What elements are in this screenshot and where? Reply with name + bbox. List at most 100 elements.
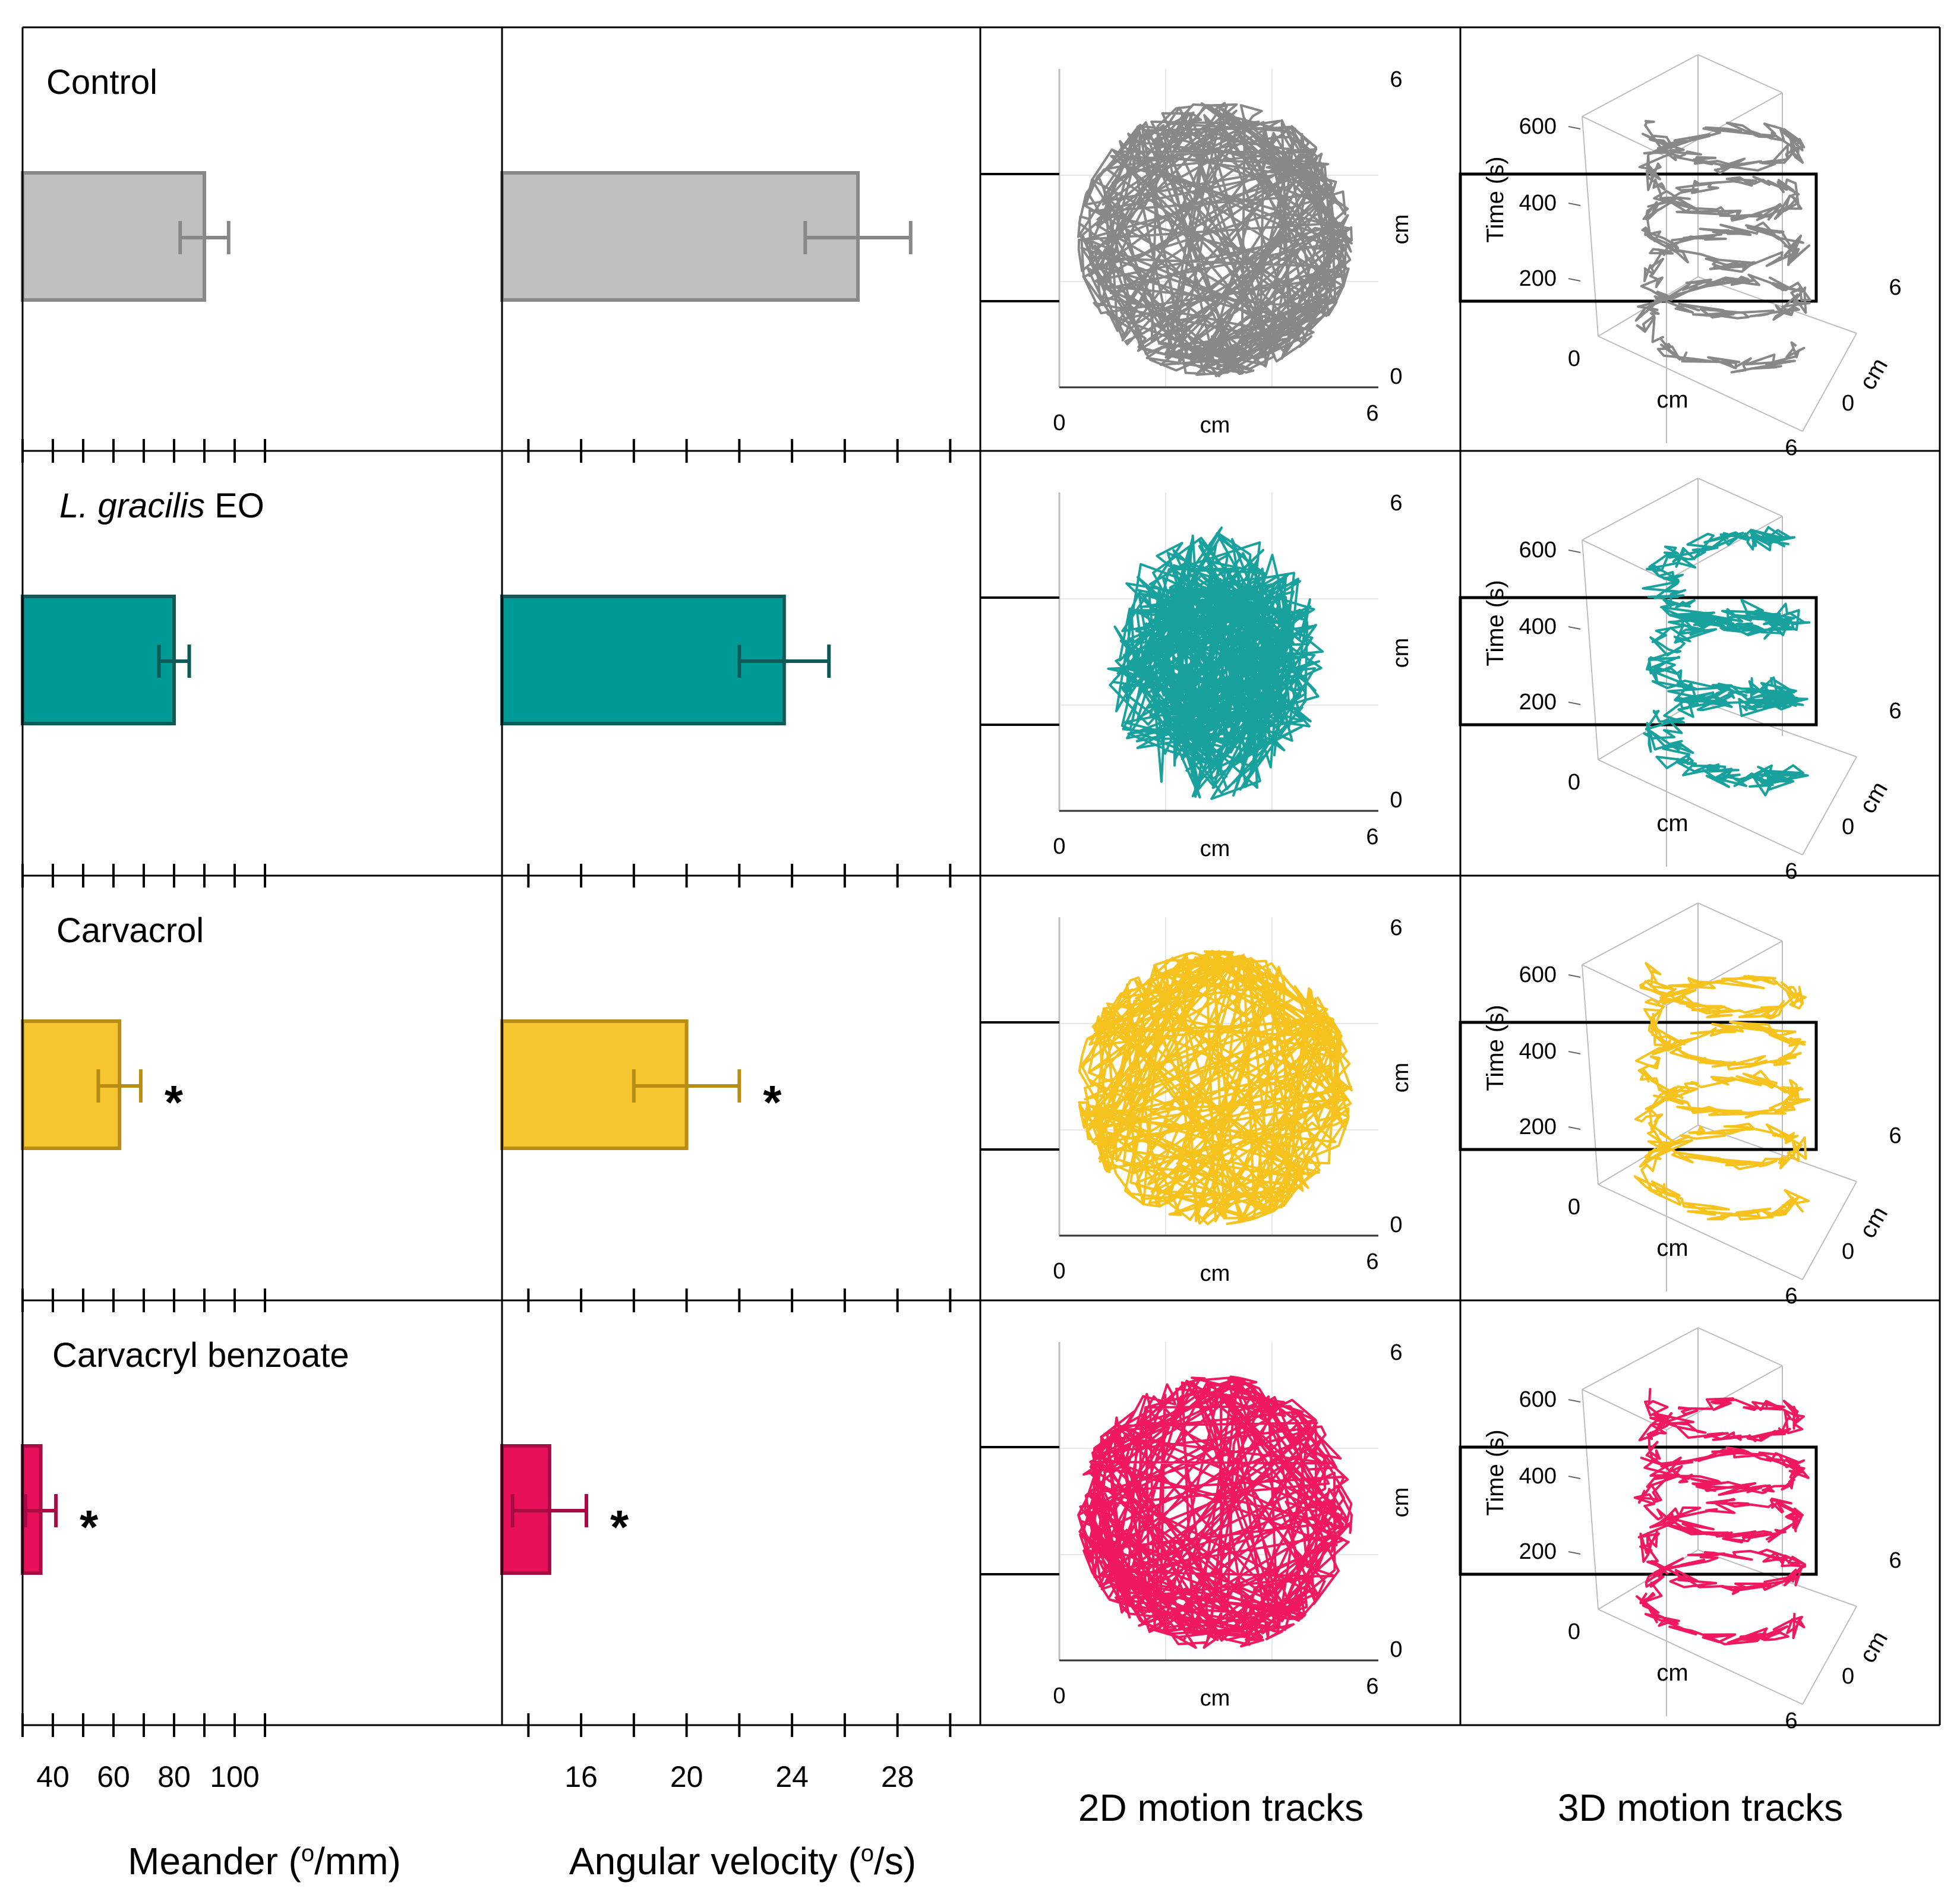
box-edge	[1582, 1389, 1599, 1610]
floor-tick-label: 6	[1889, 1548, 1901, 1573]
floor-tick-label: 0	[1568, 770, 1580, 795]
floor-tick-label: 6	[1785, 859, 1797, 884]
floor-tick-label: 6	[1889, 699, 1901, 724]
z-tick-label: 400	[1519, 1464, 1557, 1489]
floor-tick-label: 6	[1785, 1284, 1797, 1309]
box-edge	[1598, 336, 1803, 432]
motion-track-2d	[1077, 102, 1353, 377]
x-axis-label: cm	[1200, 836, 1230, 861]
x-axis-label: cm	[1200, 413, 1230, 438]
bar	[21, 595, 176, 725]
z-axis-label: Time (s)	[1482, 580, 1508, 666]
x-axis-label: cm	[1200, 1261, 1230, 1286]
floor-tick-label: 0	[1842, 1664, 1854, 1689]
row-label-rest: EO	[205, 487, 264, 525]
floor-axis-label: cm	[1656, 387, 1688, 413]
box-edge	[1802, 333, 1857, 432]
box-edge	[1582, 116, 1667, 157]
box-edge	[1582, 539, 1667, 581]
z-tick-label: 600	[1519, 1387, 1557, 1412]
y-tick-label: 6	[1390, 915, 1402, 940]
floor-tick-label: 0	[1568, 346, 1580, 371]
z-tick	[1568, 126, 1581, 130]
x-tick-label: 100	[210, 1760, 259, 1793]
z-axis-label: Time (s)	[1482, 1429, 1508, 1515]
x-axis-label: cm	[1200, 1686, 1230, 1711]
column-title-unit: /s)	[874, 1840, 916, 1883]
box-edge	[1582, 1327, 1699, 1390]
z-tick	[1568, 549, 1581, 553]
column-title-text: 3D motion tracks	[1558, 1786, 1843, 1829]
box-edge	[1598, 1609, 1803, 1705]
x-tick-label: 6	[1366, 401, 1378, 426]
column-title-text: 2D motion tracks	[1078, 1786, 1364, 1829]
row-label: Control	[46, 63, 157, 102]
x-tick-label: 0	[1053, 1684, 1065, 1708]
y-tick-label: 0	[1390, 1212, 1402, 1237]
z-tick-label: 200	[1519, 1114, 1557, 1139]
floor-tick-label: 0	[1568, 1195, 1580, 1220]
box-edge	[1697, 1327, 1783, 1366]
z-tick	[1568, 1551, 1581, 1555]
y-axis-label: cm	[1388, 638, 1413, 668]
row-label: L. gracilis EO	[59, 487, 264, 525]
motion-track-3d	[1633, 1388, 1810, 1646]
y-tick-label: 0	[1390, 364, 1402, 389]
motion-track-3d	[1634, 119, 1811, 374]
y-tick-label: 0	[1390, 1637, 1402, 1662]
z-tick-label: 200	[1519, 266, 1557, 291]
significance-asterisk: *	[610, 1501, 629, 1553]
panel-grid	[21, 26, 1941, 1726]
significance-asterisk: *	[165, 1076, 184, 1129]
floor-axis-label: cm	[1656, 810, 1688, 836]
z-tick-label: 600	[1519, 538, 1557, 563]
motion-track-2d	[1107, 526, 1324, 800]
column-titles: Meander (o/mm) Angular velocity (o/s) 2D m…	[128, 1786, 1843, 1883]
box-edge	[1802, 1181, 1857, 1280]
x-tick-label: 40	[36, 1760, 70, 1793]
column-title: Meander (o/mm)	[128, 1840, 401, 1883]
y-tick-label: 6	[1390, 1340, 1402, 1365]
x-tick-label: 6	[1366, 1249, 1378, 1274]
floor-tick-label: 0	[1568, 1619, 1580, 1644]
row-labels: Control L. gracilis EO Carvacrol Carvacryl …	[46, 63, 349, 1375]
significance-asterisk: *	[80, 1501, 99, 1553]
box-edge	[1582, 902, 1699, 965]
z-tick	[1568, 974, 1581, 978]
y-tick-label: 0	[1390, 788, 1402, 813]
floor-tick-label: 6	[1889, 1123, 1901, 1148]
column-title-superscript: o	[861, 1840, 874, 1867]
box-edge	[1582, 964, 1599, 1185]
z-tick-label: 400	[1519, 191, 1557, 216]
box-edge	[1802, 756, 1857, 855]
z-tick	[1568, 203, 1581, 206]
y-tick-label: 6	[1390, 491, 1402, 516]
z-tick	[1568, 278, 1581, 282]
y-axis-label: cm	[1388, 1488, 1413, 1518]
x-tick-label: 0	[1053, 834, 1065, 859]
z-tick-label: 400	[1519, 1039, 1557, 1064]
z-tick	[1568, 1476, 1581, 1479]
z-axis-label: Time (s)	[1482, 1005, 1508, 1091]
x-tick-label: 0	[1053, 410, 1065, 435]
box-edge	[1598, 759, 1803, 855]
floor-tick-label: 0	[1842, 1239, 1854, 1264]
y-axis-label: cm	[1388, 214, 1413, 245]
x-tick-label: 6	[1366, 1674, 1378, 1699]
box-edge	[1582, 116, 1599, 337]
y-axis-label: cm	[1388, 1063, 1413, 1093]
motion-track-3d	[1642, 526, 1811, 797]
row-label-italic: L. gracilis	[59, 487, 205, 525]
z-tick	[1568, 1051, 1581, 1054]
x-tick-label: 60	[97, 1760, 130, 1793]
z-tick	[1568, 1126, 1581, 1130]
column-title-text: Angular velocity (	[569, 1840, 861, 1883]
row-label: Carvacryl benzoate	[52, 1336, 349, 1375]
floor-axis-label: cm	[1854, 353, 1893, 394]
column-title: 3D motion tracks	[1558, 1786, 1843, 1829]
box-edge	[1666, 516, 1783, 581]
box-edge	[1582, 54, 1699, 117]
